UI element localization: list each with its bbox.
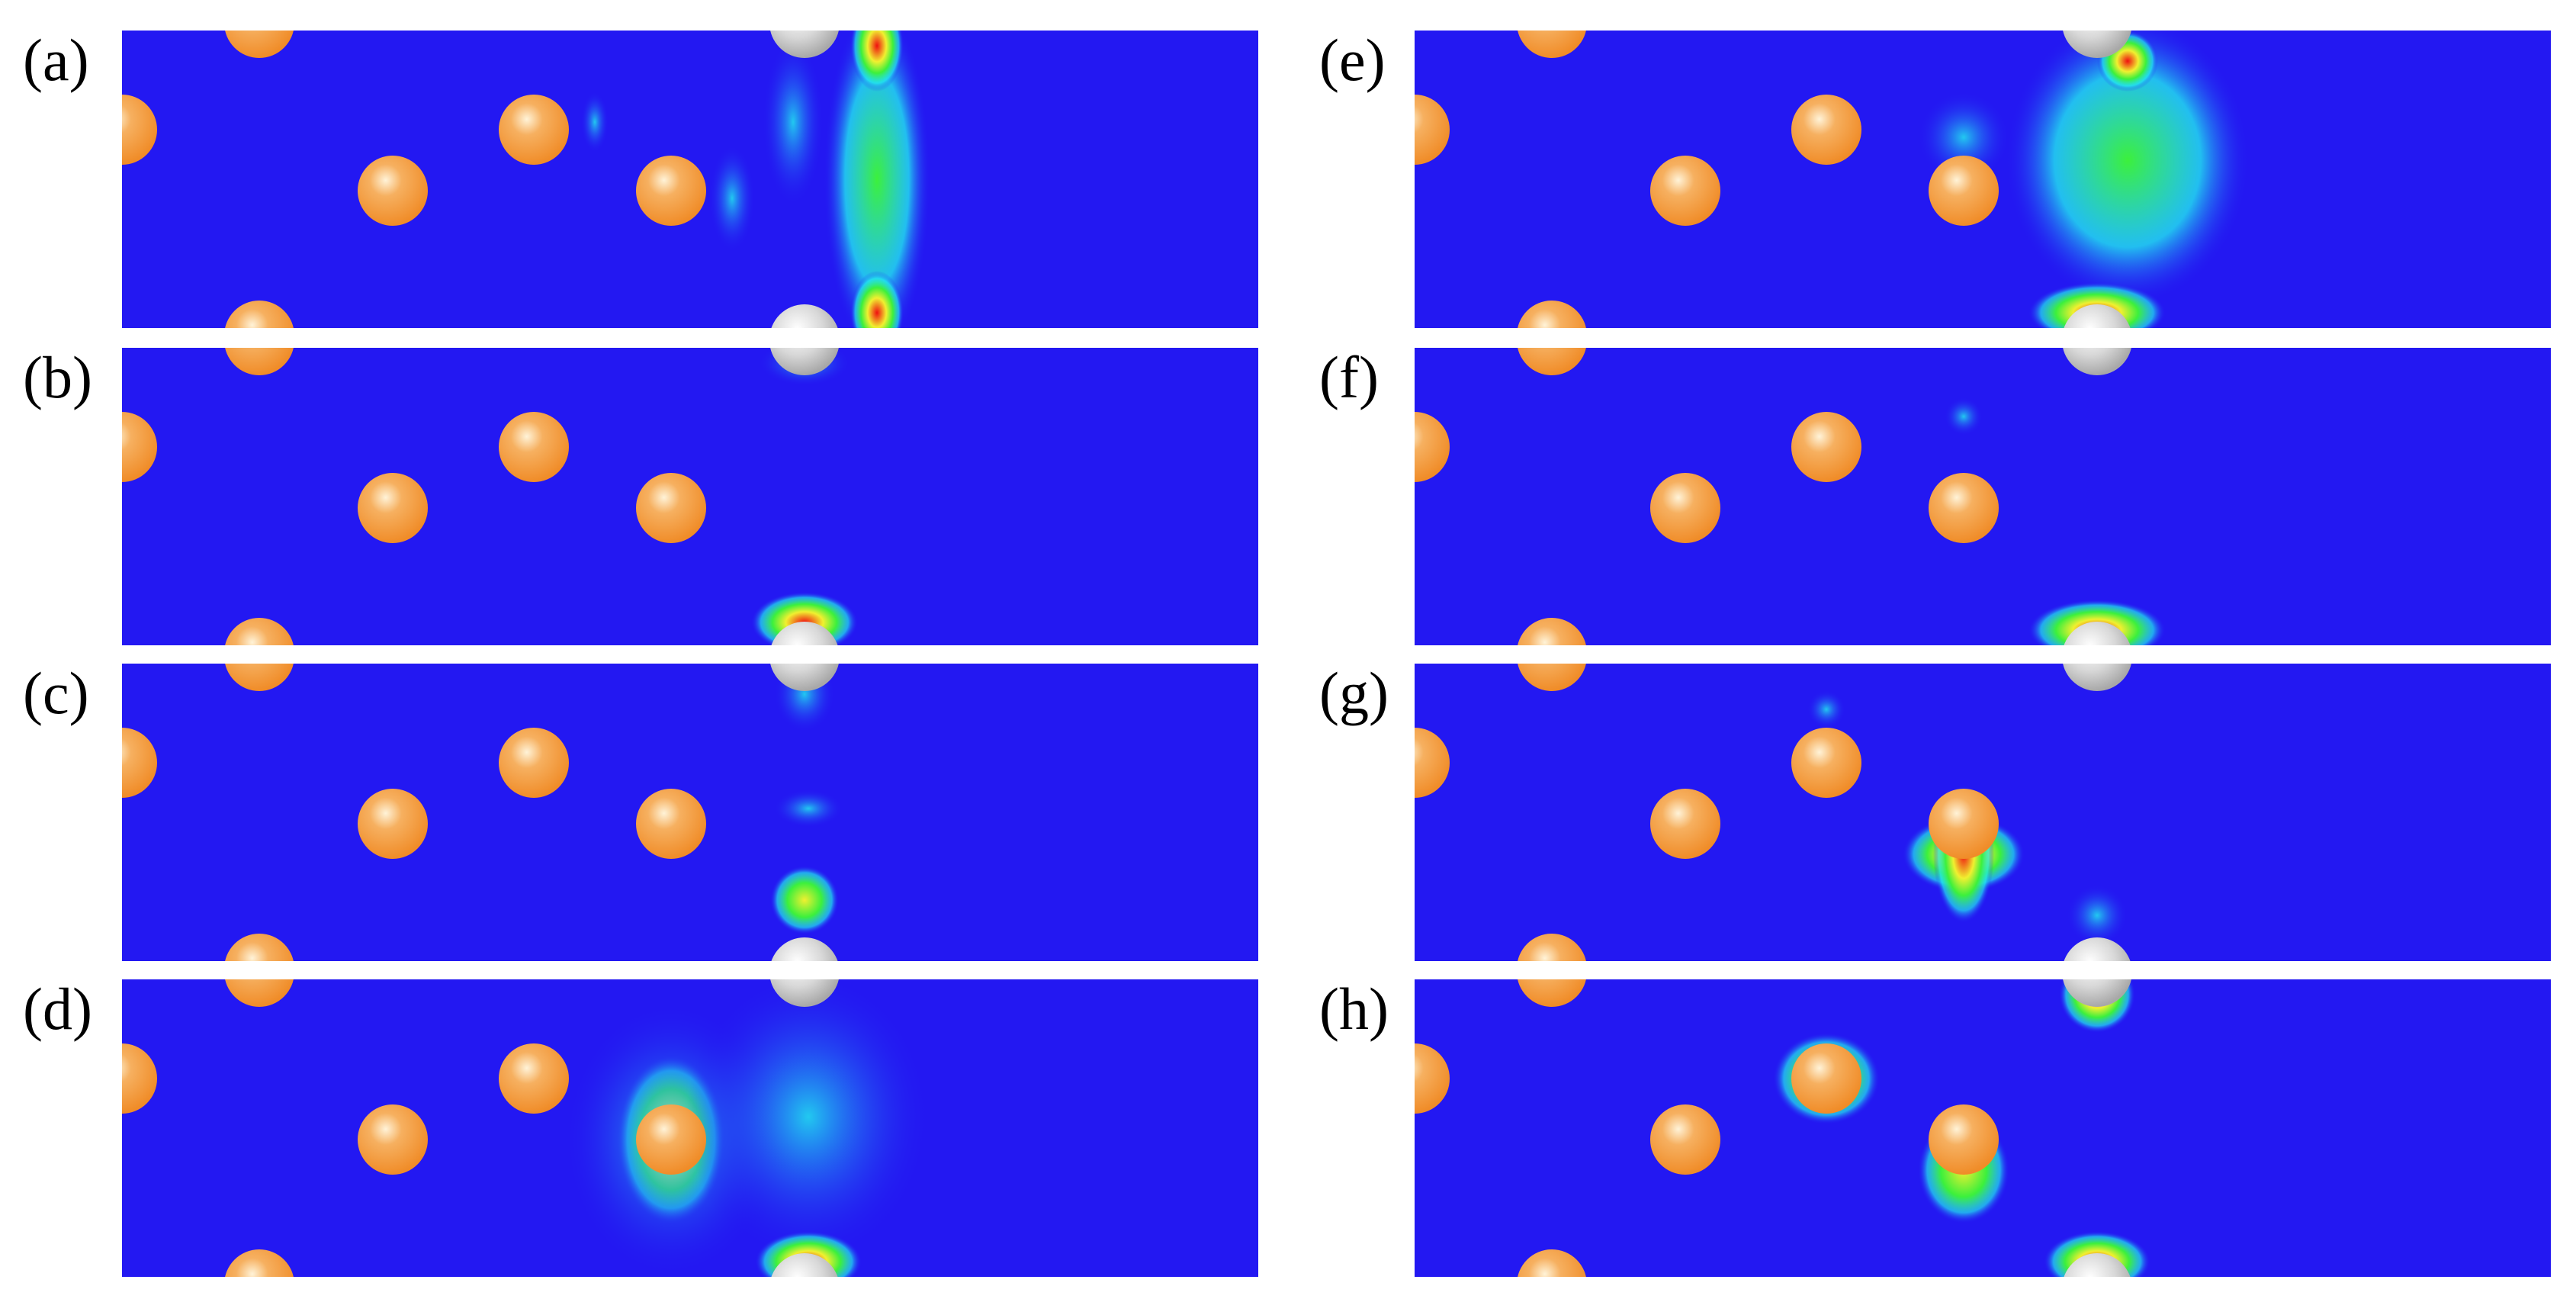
panel-f xyxy=(1415,348,2551,645)
orange-sphere-atom-icon xyxy=(358,789,428,859)
orange-sphere-atom-icon xyxy=(499,1043,569,1114)
orange-sphere-atom-icon xyxy=(122,412,157,482)
density-hotspot xyxy=(770,866,839,934)
density-hotspot xyxy=(1807,690,1845,728)
orange-sphere-atom-icon xyxy=(1415,728,1450,798)
density-hotspot xyxy=(850,271,904,328)
gray-sphere-atom-icon xyxy=(2064,304,2131,328)
orange-sphere-atom-icon xyxy=(1518,664,1586,691)
orange-sphere-atom-icon xyxy=(636,473,706,543)
orange-sphere-atom-icon xyxy=(1518,618,1586,645)
panel-label-b: (b) xyxy=(23,344,92,410)
gray-sphere-atom-icon xyxy=(771,1253,838,1277)
panel-label-f: (f) xyxy=(1319,344,1379,410)
orange-sphere-atom-icon xyxy=(225,979,294,1007)
orange-sphere-atom-icon xyxy=(636,156,706,226)
gray-sphere-atom-icon xyxy=(2063,664,2131,691)
orange-sphere-atom-icon xyxy=(122,95,157,165)
orange-sphere-atom-icon xyxy=(225,1249,294,1277)
gray-sphere-atom-icon xyxy=(2064,1253,2131,1277)
orange-sphere-atom-icon xyxy=(499,95,569,165)
orange-sphere-atom-icon xyxy=(1650,473,1720,543)
orange-sphere-atom-icon xyxy=(1929,789,1999,859)
gray-sphere-atom-icon xyxy=(770,664,839,691)
orange-sphere-atom-icon xyxy=(1791,412,1861,482)
gray-sphere-atom-icon xyxy=(2063,348,2131,375)
orange-sphere-atom-icon xyxy=(225,618,294,645)
orange-sphere-atom-icon xyxy=(1518,31,1586,58)
orange-sphere-atom-icon xyxy=(1929,473,1999,543)
orange-sphere-atom-icon xyxy=(1518,1249,1586,1277)
panel-label-h: (h) xyxy=(1319,976,1389,1042)
density-hotspot xyxy=(1945,397,1983,436)
density-hotspot xyxy=(850,31,904,92)
orange-sphere-atom-icon xyxy=(1415,95,1450,165)
density-hotspot xyxy=(751,592,858,645)
panel-d xyxy=(122,979,1258,1277)
panel-label-e: (e) xyxy=(1319,27,1386,93)
density-hotspot xyxy=(709,145,755,252)
orange-sphere-atom-icon xyxy=(122,728,157,798)
panel-c xyxy=(122,664,1258,961)
orange-sphere-atom-icon xyxy=(1650,156,1720,226)
density-hotspot xyxy=(763,38,824,206)
orange-sphere-atom-icon xyxy=(358,1104,428,1175)
density-hotspot xyxy=(2006,31,2250,305)
orange-sphere-atom-icon xyxy=(1929,156,1999,226)
orange-sphere-atom-icon xyxy=(1518,979,1586,1007)
orange-sphere-atom-icon xyxy=(225,934,294,961)
orange-sphere-atom-icon xyxy=(1415,412,1450,482)
gray-sphere-atom-icon xyxy=(770,31,839,58)
gray-sphere-atom-icon xyxy=(2064,937,2131,961)
orange-sphere-atom-icon xyxy=(358,473,428,543)
panel-a xyxy=(122,31,1258,328)
orange-sphere-atom-icon xyxy=(225,664,294,691)
gray-sphere-atom-icon xyxy=(771,304,838,328)
density-hotspot xyxy=(581,92,609,153)
gray-sphere-atom-icon xyxy=(2064,622,2131,645)
orange-sphere-atom-icon xyxy=(1518,348,1586,375)
gray-sphere-atom-icon xyxy=(771,937,838,961)
density-hotspot xyxy=(774,789,843,828)
orange-sphere-atom-icon xyxy=(1791,1043,1861,1114)
gray-sphere-atom-icon xyxy=(770,348,839,375)
density-hotspot xyxy=(824,31,930,328)
gray-sphere-atom-icon xyxy=(771,622,838,645)
panel-b xyxy=(122,348,1258,645)
orange-sphere-atom-icon xyxy=(225,31,294,58)
orange-sphere-atom-icon xyxy=(1929,1104,1999,1175)
panel-label-d: (d) xyxy=(23,976,92,1042)
panel-e xyxy=(1415,31,2551,328)
orange-sphere-atom-icon xyxy=(1518,301,1586,328)
density-hotspot xyxy=(2067,885,2128,946)
orange-sphere-atom-icon xyxy=(225,301,294,328)
orange-sphere-atom-icon xyxy=(1650,1104,1720,1175)
panel-h xyxy=(1415,979,2551,1277)
panel-label-a: (a) xyxy=(23,27,89,93)
orange-sphere-atom-icon xyxy=(122,1043,157,1114)
panel-label-g: (g) xyxy=(1319,660,1389,726)
gray-sphere-atom-icon xyxy=(2063,31,2131,58)
orange-sphere-atom-icon xyxy=(1650,789,1720,859)
orange-sphere-atom-icon xyxy=(358,156,428,226)
orange-sphere-atom-icon xyxy=(636,789,706,859)
density-hotspot xyxy=(1918,92,2009,183)
panel-g xyxy=(1415,664,2551,961)
orange-sphere-atom-icon xyxy=(636,1104,706,1175)
orange-sphere-atom-icon xyxy=(225,348,294,375)
gray-sphere-atom-icon xyxy=(2063,979,2131,1007)
gray-sphere-atom-icon xyxy=(770,979,839,1007)
orange-sphere-atom-icon xyxy=(1791,95,1861,165)
panel-label-c: (c) xyxy=(23,660,89,726)
orange-sphere-atom-icon xyxy=(1415,1043,1450,1114)
orange-sphere-atom-icon xyxy=(499,728,569,798)
orange-sphere-atom-icon xyxy=(499,412,569,482)
orange-sphere-atom-icon xyxy=(1791,728,1861,798)
density-hotspot xyxy=(686,979,930,1262)
orange-sphere-atom-icon xyxy=(1518,934,1586,961)
